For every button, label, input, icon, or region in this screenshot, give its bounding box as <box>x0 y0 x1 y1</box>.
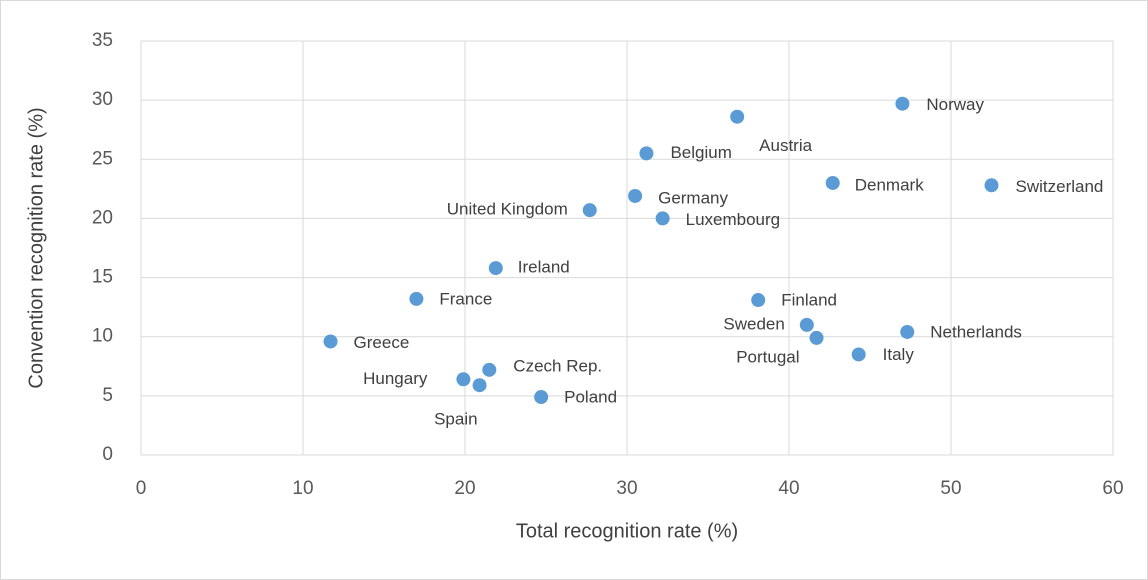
point-label: Ireland <box>518 258 570 277</box>
point-label: Greece <box>354 333 410 352</box>
point <box>409 291 424 306</box>
x-axis-title: Total recognition rate (%) <box>516 520 738 542</box>
point-label: United Kingdom <box>447 200 568 219</box>
x-tick-label: 60 <box>1102 478 1123 499</box>
point <box>472 378 487 393</box>
point-label: Norway <box>926 95 984 114</box>
y-tick-label: 10 <box>92 326 113 347</box>
point <box>984 178 999 193</box>
y-tick-label: 25 <box>92 148 113 169</box>
point <box>655 211 670 226</box>
y-tick-label: 20 <box>92 207 113 228</box>
point-label: Austria <box>759 136 812 155</box>
y-tick-label: 15 <box>92 267 113 288</box>
y-tick-label: 5 <box>102 385 113 406</box>
point-label: Spain <box>434 410 477 429</box>
y-tick-label: 35 <box>92 30 113 51</box>
x-tick-label: 10 <box>292 478 313 499</box>
point <box>628 188 643 203</box>
point-label: Belgium <box>670 143 731 162</box>
point <box>534 390 549 405</box>
y-axis-title: Convention recognition rate (%) <box>25 107 47 388</box>
point-label: Denmark <box>855 175 924 194</box>
point <box>730 109 745 124</box>
y-tick-label: 30 <box>92 89 113 110</box>
point <box>639 146 654 161</box>
point <box>751 293 766 308</box>
point-label: Netherlands <box>930 322 1022 341</box>
x-tick-label: 50 <box>940 478 961 499</box>
point-label: Portugal <box>736 347 799 366</box>
point-label: Hungary <box>363 369 428 388</box>
x-tick-label: 40 <box>778 478 799 499</box>
point-label: Luxembourg <box>686 210 781 229</box>
point <box>323 334 338 349</box>
point <box>482 362 497 377</box>
point-label: Finland <box>781 291 837 310</box>
point-label: Switzerland <box>1016 177 1104 196</box>
point <box>900 324 915 339</box>
point <box>895 96 910 111</box>
point <box>851 347 866 362</box>
point-label: Germany <box>658 188 728 207</box>
point <box>825 175 840 190</box>
point <box>488 261 503 276</box>
point-label: Czech Rep. <box>513 356 602 375</box>
point-label: Italy <box>883 345 915 364</box>
point-label: France <box>439 289 492 308</box>
point <box>582 203 597 218</box>
x-tick-label: 0 <box>136 478 147 499</box>
point <box>456 372 471 387</box>
y-tick-label: 0 <box>102 444 113 465</box>
point-label: Poland <box>564 388 617 407</box>
x-tick-label: 30 <box>616 478 637 499</box>
point-label: Sweden <box>723 314 784 333</box>
x-tick-label: 20 <box>454 478 475 499</box>
point <box>809 330 824 345</box>
point <box>799 317 814 332</box>
